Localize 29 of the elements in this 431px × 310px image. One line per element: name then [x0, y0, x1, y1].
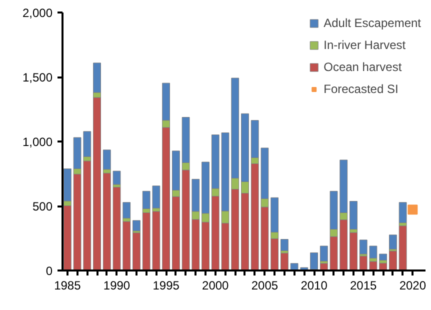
y-tick-label: 1,000	[22, 135, 53, 149]
bar	[379, 254, 388, 260]
bar	[102, 150, 111, 170]
x-tick-label: 2005	[251, 278, 278, 292]
legend-label: Adult Escapement	[324, 16, 421, 30]
bar	[398, 226, 407, 270]
x-tick-label: 1985	[54, 278, 82, 292]
bar	[280, 252, 288, 270]
y-tick-label: 2,000	[22, 6, 53, 20]
legend-label: Ocean harvest	[324, 60, 402, 74]
x-tick-label: 2015	[350, 278, 378, 292]
bar	[132, 232, 140, 270]
bar	[350, 200, 358, 230]
bar	[63, 205, 72, 270]
bar	[132, 220, 140, 232]
bar	[350, 232, 358, 270]
y-tick-label: 500	[32, 200, 53, 214]
y-tick-label: 0	[46, 264, 53, 278]
x-tick-label: 1990	[103, 278, 130, 292]
legend-label: In-river Harvest	[324, 38, 406, 52]
bar	[310, 252, 318, 270]
x-tick-label: 2000	[202, 278, 230, 292]
y-tick-label: 1,500	[22, 70, 53, 84]
x-tick-label: 2020	[399, 278, 426, 292]
x-tick-label: 1995	[152, 278, 180, 292]
bar	[280, 239, 288, 251]
bar	[398, 202, 407, 224]
legend-label: Forecasted SI	[324, 82, 398, 96]
x-tick-label: 2010	[300, 278, 328, 292]
